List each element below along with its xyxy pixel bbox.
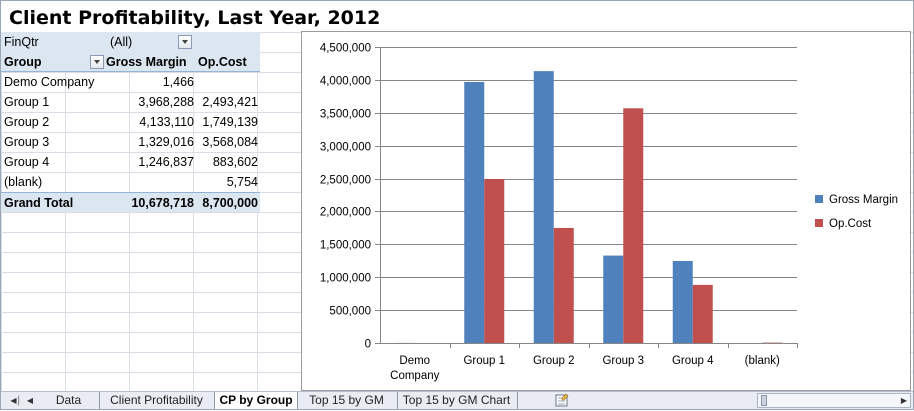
sheet-tab[interactable]: CP by Group [214, 392, 298, 409]
bar-chart[interactable]: 0 500,000 1,000,000 1,500,000 2,000,000 2,500… [301, 31, 911, 391]
row-group: (blank) [4, 172, 42, 192]
bar-op-cost [693, 285, 713, 343]
sheet-tab[interactable]: Top 15 by GM Chart [396, 392, 518, 409]
pivot-header-row: Group Gross Margin Op.Cost [1, 52, 260, 72]
bar-gross-margin [673, 261, 693, 343]
filter-dropdown-icon[interactable] [178, 35, 192, 49]
x-tick-label: Group 1 [463, 355, 505, 367]
first-sheet-icon[interactable]: ◀│ [9, 394, 23, 407]
row-group: Group 4 [4, 152, 49, 172]
legend-swatch [815, 195, 823, 203]
row-group: Group 2 [4, 112, 49, 132]
y-tick-label: 2,500,000 [320, 175, 371, 187]
row-gross-margin: 1,329,016 [108, 132, 194, 152]
total-label: Grand Total [4, 193, 73, 213]
y-tick-label: 4,000,000 [320, 76, 371, 88]
header-gross-margin: Gross Margin [106, 52, 192, 72]
sheet-tab[interactable]: Top 15 by GM [296, 392, 398, 409]
y-tick-label: 0 [365, 339, 371, 351]
row-gross-margin: 3,968,288 [108, 92, 194, 112]
header-group: Group [4, 52, 42, 72]
bar-gross-margin [603, 256, 623, 343]
row-gross-margin: 1,246,837 [108, 152, 194, 172]
total-op-cost: 8,700,000 [197, 193, 258, 213]
sheet-tab[interactable]: Data [38, 392, 100, 409]
row-op-cost: 3,568,084 [197, 132, 258, 152]
y-tick-label: 4,500,000 [320, 43, 371, 55]
header-op-cost: Op.Cost [198, 52, 259, 72]
pivot-table[interactable]: FinQtr (All) Group Gross Margin Op.Cost … [1, 32, 260, 212]
pivot-total-row: Grand Total 10,678,718 8,700,000 [1, 192, 260, 212]
bar-gross-margin [464, 82, 484, 343]
bar-op-cost [484, 179, 504, 343]
sheet-tab[interactable]: Client Profitability [98, 392, 216, 409]
row-op-cost: 1,749,139 [197, 112, 258, 132]
y-tick-label: 1,000,000 [320, 273, 371, 285]
x-tick-label: (blank) [745, 355, 780, 367]
total-gross-margin: 10,678,718 [108, 193, 194, 213]
bar-op-cost [623, 108, 643, 343]
row-gross-margin: 1,466 [108, 72, 194, 92]
x-tick-label: Group 2 [533, 355, 575, 367]
row-group: Group 3 [4, 132, 49, 152]
y-tick-label: 3,500,000 [320, 109, 371, 121]
y-tick-label: 3,000,000 [320, 142, 371, 154]
y-tick-label: 2,000,000 [320, 207, 371, 219]
pivot-data-row[interactable]: Demo Company 1,466 [1, 72, 260, 92]
horizontal-scrollbar[interactable]: ▶ [757, 393, 911, 408]
x-tick-label: Group 3 [602, 355, 644, 367]
legend-label: Gross Margin [829, 194, 898, 206]
scroll-right-icon[interactable]: ▶ [898, 394, 910, 407]
pivot-data-row[interactable]: (blank) 5,754 [1, 172, 260, 192]
legend-label: Op.Cost [829, 218, 872, 230]
sheet-title: Client Profitability, Last Year, 2012 [9, 4, 380, 32]
y-tick-label: 500,000 [329, 306, 371, 318]
filter-label: FinQtr [4, 32, 39, 52]
x-tick-label: Company [390, 370, 439, 382]
chart-canvas: 0 500,000 1,000,000 1,500,000 2,000,000 2,500… [302, 32, 912, 392]
row-group: Demo Company [4, 72, 94, 92]
x-tick-label: Demo [399, 355, 430, 367]
row-group: Group 1 [4, 92, 49, 112]
group-dropdown-icon[interactable] [90, 55, 104, 69]
scroll-thumb[interactable] [761, 395, 767, 406]
row-op-cost: 883,602 [197, 152, 258, 172]
prev-sheet-icon[interactable]: ◀ [23, 394, 37, 407]
x-tick-label: Group 4 [672, 355, 714, 367]
bar-op-cost [554, 228, 574, 343]
row-op-cost: 2,493,421 [197, 92, 258, 112]
row-op-cost: 5,754 [197, 172, 258, 192]
pivot-filter-row: FinQtr (All) [1, 32, 260, 52]
row-gross-margin: 4,133,110 [108, 112, 194, 132]
legend-swatch [815, 219, 823, 227]
y-tick-label: 1,500,000 [320, 240, 371, 252]
insert-sheet-icon[interactable] [553, 393, 571, 408]
bar-gross-margin [534, 71, 554, 343]
